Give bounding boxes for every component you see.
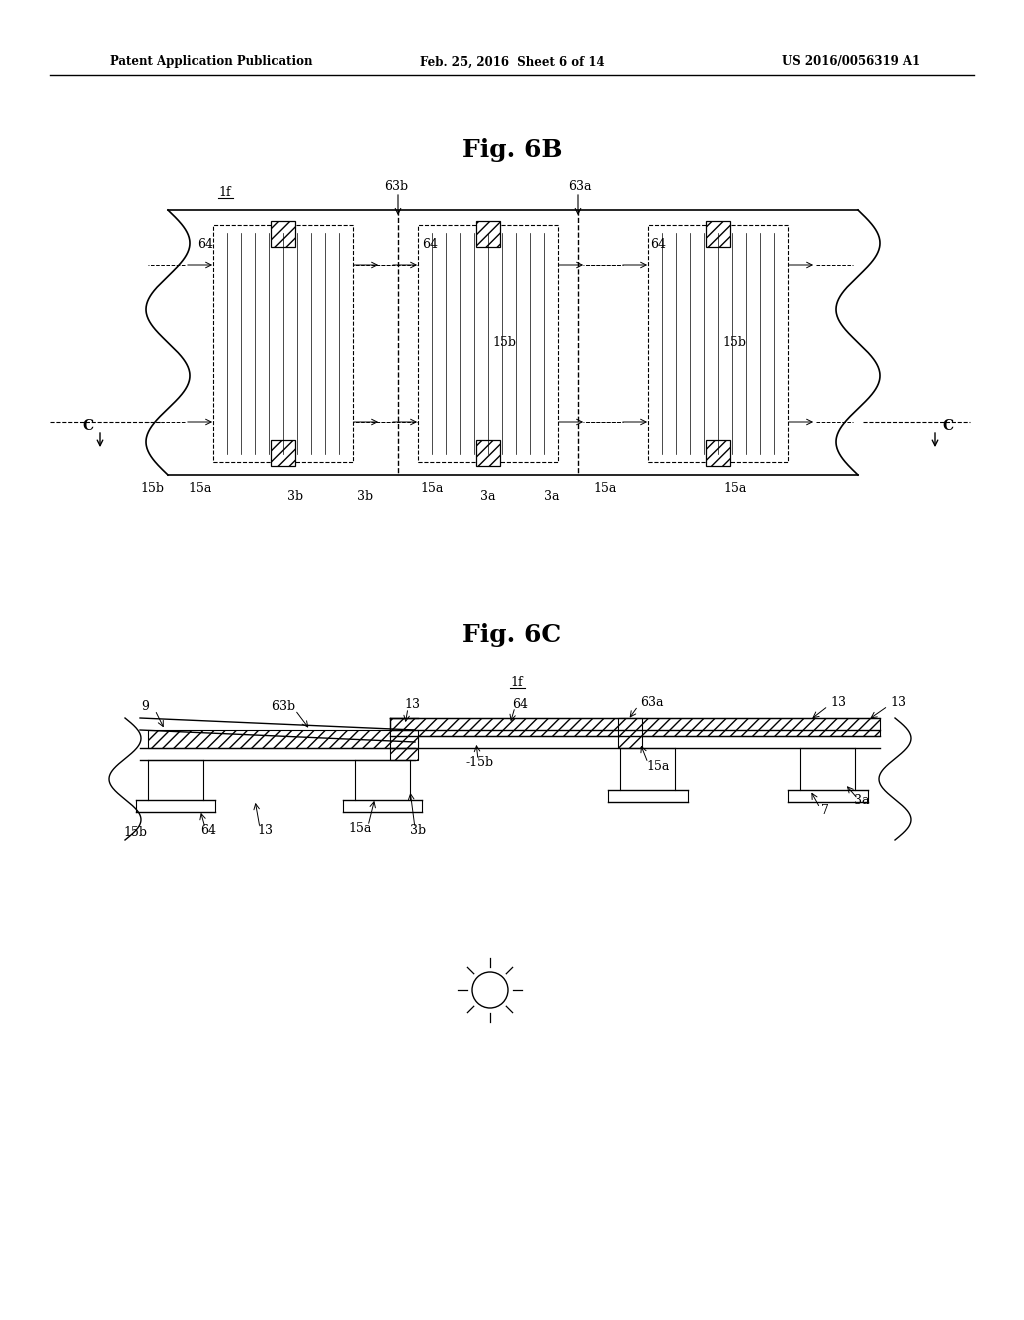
Text: 15b: 15b [492, 337, 516, 350]
Bar [418, 224, 558, 462]
Text: US 2016/0056319 A1: US 2016/0056319 A1 [782, 55, 920, 69]
Text: 13: 13 [257, 825, 273, 837]
Text: 64: 64 [422, 239, 438, 252]
Text: 15a: 15a [348, 822, 372, 836]
Text: 64: 64 [197, 239, 213, 252]
Text: 3a: 3a [854, 793, 869, 807]
Bar [476, 220, 500, 247]
Text: 15a: 15a [188, 483, 212, 495]
Text: Feb. 25, 2016  Sheet 6 of 14: Feb. 25, 2016 Sheet 6 of 14 [420, 55, 604, 69]
Bar [271, 440, 295, 466]
Text: 63b: 63b [384, 180, 408, 193]
Text: 13: 13 [830, 697, 846, 710]
Text: -15b: -15b [466, 755, 494, 768]
Bar [390, 730, 418, 760]
Bar [706, 220, 730, 247]
Text: Fig. 6B: Fig. 6B [462, 139, 562, 162]
Text: 15a: 15a [420, 483, 443, 495]
Text: Patent Application Publication: Patent Application Publication [110, 55, 312, 69]
Text: 3b: 3b [357, 491, 373, 503]
Bar [618, 718, 642, 748]
Text: 1f: 1f [218, 186, 230, 199]
Bar [213, 224, 353, 462]
Text: 63b: 63b [271, 701, 295, 714]
Text: 64: 64 [512, 697, 528, 710]
Bar [620, 718, 880, 737]
Text: 9: 9 [141, 701, 148, 714]
Text: 3a: 3a [480, 491, 496, 503]
Text: 1f: 1f [510, 676, 522, 689]
Text: 3a: 3a [544, 491, 560, 503]
Text: 3b: 3b [287, 491, 303, 503]
Text: 15b: 15b [140, 483, 164, 495]
Text: 7: 7 [821, 804, 829, 817]
Text: 15a: 15a [646, 759, 670, 772]
Bar [648, 224, 788, 462]
Bar [148, 730, 418, 748]
Bar [271, 220, 295, 247]
Text: C: C [942, 418, 953, 433]
Text: 15b: 15b [123, 825, 147, 838]
Text: 13: 13 [890, 697, 906, 710]
Bar [476, 440, 500, 466]
Text: 64: 64 [200, 825, 216, 837]
Text: 63a: 63a [640, 697, 664, 710]
Text: C: C [83, 418, 93, 433]
Text: 15a: 15a [723, 483, 746, 495]
Text: 13: 13 [404, 698, 420, 711]
Text: 64: 64 [650, 239, 666, 252]
Text: 15a: 15a [593, 483, 616, 495]
Text: 63a: 63a [568, 180, 592, 193]
Bar [390, 718, 630, 737]
Bar [706, 440, 730, 466]
Text: 15b: 15b [722, 337, 746, 350]
Text: 3b: 3b [410, 825, 426, 837]
Text: Fig. 6C: Fig. 6C [463, 623, 561, 647]
